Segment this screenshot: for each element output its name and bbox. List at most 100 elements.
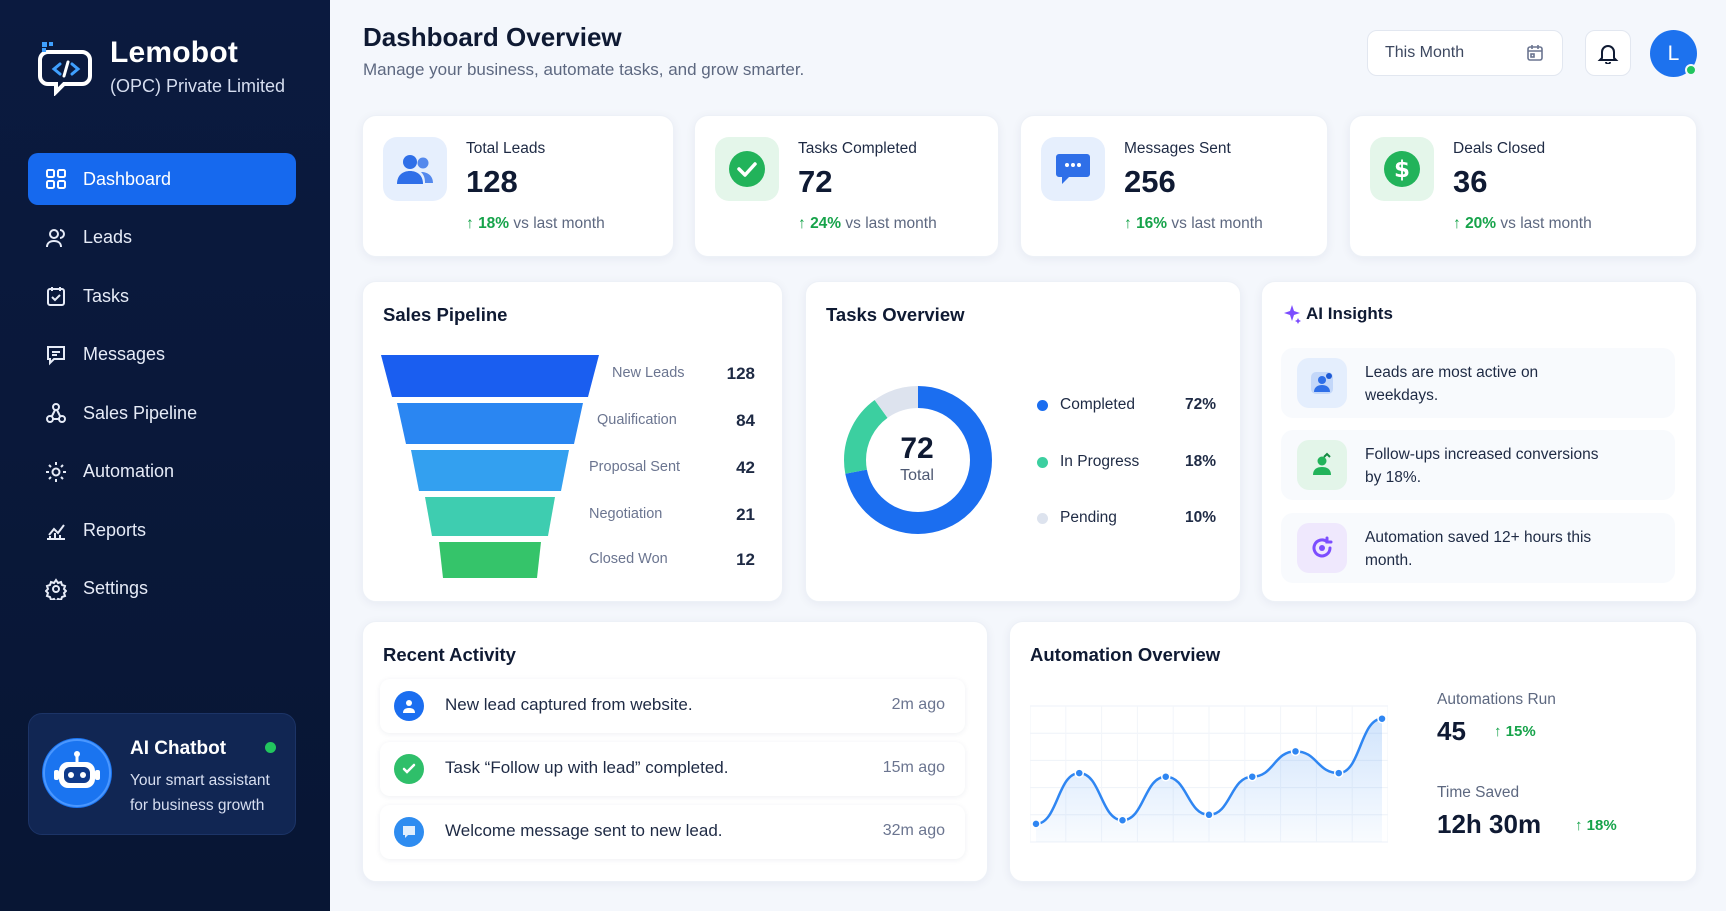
automation-overview-card: Automation Overview Automations Run 45 ↑… (1009, 621, 1697, 882)
chatbot-title: AI Chatbot (130, 738, 227, 759)
funnel-value: 12 (736, 550, 755, 569)
data-point (1334, 768, 1344, 778)
stat-delta: ↑ 20% vs last month (1453, 215, 1592, 232)
time-saved-value: 12h 30m (1437, 809, 1542, 839)
stat-card-tasks-completed[interactable]: Tasks Completed 72 ↑ 24% vs last month (694, 115, 999, 257)
funnel-stage-proposal-sent (411, 450, 569, 491)
activity-text: Task “Follow up with lead” completed. (445, 758, 729, 777)
data-point (1031, 819, 1041, 829)
legend-value: 10% (1184, 509, 1216, 526)
funnel-stage-new-leads (381, 355, 599, 397)
insight-text: Follow-ups increased conversions by 18%. (1365, 446, 1599, 486)
data-point (1247, 771, 1257, 782)
sidebar-item-label: Dashboard (83, 168, 172, 189)
sidebar-item-label: Leads (83, 227, 133, 247)
funnel-label: Qualification (597, 412, 677, 428)
pipeline-funnel (381, 355, 599, 578)
sidebar-item-leads[interactable]: Leads (28, 212, 296, 264)
chatbot-description: Your smart assistant for business growth (130, 772, 270, 814)
stat-card-total-leads[interactable]: Total Leads 128 ↑ 18% vs last month (362, 115, 674, 257)
stat-delta: ↑ 18% vs last month (466, 215, 605, 232)
insight-item[interactable]: Automation saved 12+ hours this month. (1281, 513, 1675, 583)
card-title: Sales Pipeline (383, 304, 508, 325)
sidebar-item-label: Settings (83, 578, 149, 598)
funnel-value: 84 (736, 411, 755, 430)
chat-bubble-icon (1041, 137, 1105, 201)
stat-label: Deals Closed (1453, 140, 1546, 157)
sparkle-icon (1284, 305, 1301, 324)
sidebar-item-settings[interactable]: Settings (28, 563, 296, 615)
funnel-stage-closed-won (439, 542, 541, 578)
period-selector-label: This Month (1385, 44, 1465, 61)
card-title: Tasks Overview (826, 304, 965, 325)
stat-value: 128 (466, 164, 518, 199)
ai-chatbot-card[interactable]: AI Chatbot Your smart assistant for busi… (28, 713, 296, 835)
lemobot-logo-icon (38, 38, 96, 97)
donut-total-value: 72 (900, 432, 934, 465)
pipeline-icon (46, 403, 66, 423)
insight-text: Automation saved 12+ hours this month. (1365, 529, 1592, 569)
period-selector[interactable]: This Month (1367, 30, 1563, 76)
sales-pipeline-card: Sales Pipeline New Leads Qualification P… (362, 281, 783, 602)
legend-dot-in-progress (1037, 457, 1048, 468)
sidebar-item-dashboard[interactable]: Dashboard (28, 153, 296, 205)
automations-run-delta: ↑ 15% (1494, 723, 1536, 740)
activity-text: New lead captured from website. (445, 695, 693, 714)
user-pin-icon (1297, 358, 1347, 408)
card-title: AI Insights (1306, 304, 1393, 323)
area-fill (1036, 718, 1382, 842)
sidebar-item-sales-pipeline[interactable]: Sales Pipeline (28, 387, 296, 439)
time-saved-label: Time Saved (1437, 784, 1520, 801)
funnel-value: 21 (736, 505, 755, 524)
sidebar: Lemobot (OPC) Private Limited Dashboard … (0, 0, 330, 911)
activity-item[interactable]: Welcome message sent to new lead. 32m ag… (380, 805, 965, 859)
stat-label: Tasks Completed (798, 140, 917, 157)
legend-label: Completed (1060, 396, 1135, 413)
funnel-label: New Leads (612, 365, 685, 381)
tasks-overview-card: Tasks Overview Completed 72% In Progress… (805, 281, 1241, 602)
activity-time: 2m ago (891, 696, 945, 713)
funnel-label: Negotiation (589, 506, 663, 522)
settings-icon (45, 577, 67, 600)
reports-icon (47, 524, 65, 540)
notifications-button[interactable] (1585, 30, 1631, 76)
avatar-online-dot (1685, 64, 1697, 76)
data-point (1117, 815, 1128, 825)
calendar-icon (1527, 45, 1543, 61)
user-icon (394, 691, 424, 721)
funnel-value: 42 (736, 458, 755, 477)
activity-text: Welcome message sent to new lead. (445, 821, 723, 840)
dollar-icon: $ (1370, 137, 1434, 201)
check-circle-icon (715, 137, 779, 201)
activity-item[interactable]: New lead captured from website. 2m ago (380, 679, 965, 733)
legend-label: Pending (1060, 509, 1117, 526)
sidebar-item-label: Reports (83, 519, 147, 540)
activity-item[interactable]: Task “Follow up with lead” completed. 15… (380, 742, 965, 796)
data-point (1204, 810, 1214, 820)
donut-total-label: Total (900, 467, 934, 484)
stat-card-messages-sent[interactable]: Messages Sent 256 ↑ 16% vs last month (1020, 115, 1328, 257)
sidebar-item-messages[interactable]: Messages (28, 329, 296, 381)
funnel-label: Proposal Sent (589, 459, 681, 475)
stat-card-deals-closed[interactable]: $ Deals Closed 36 ↑ 20% vs last month (1349, 115, 1697, 257)
stat-delta: ↑ 16% vs last month (1124, 215, 1263, 232)
clipboard-check-icon (47, 287, 65, 306)
robot-icon (42, 738, 112, 808)
insight-item[interactable]: Follow-ups increased conversions by 18%. (1281, 430, 1675, 500)
sidebar-item-tasks[interactable]: Tasks (28, 270, 296, 322)
check-icon (394, 754, 424, 784)
user-avatar[interactable]: L (1650, 30, 1697, 77)
sidebar-item-automation[interactable]: Automation (28, 446, 296, 498)
sidebar-nav: Dashboard Leads Tasks Messages Sales Pip… (28, 153, 296, 621)
user-chart-icon (1297, 440, 1347, 490)
donut-segment-pending (844, 386, 992, 534)
arrow-up-icon: ↑ (466, 215, 479, 232)
sidebar-item-reports[interactable]: Reports (28, 504, 296, 556)
brand-subtitle: (OPC) Private Limited (110, 76, 286, 96)
legend-label: In Progress (1060, 453, 1140, 470)
brand[interactable]: Lemobot (OPC) Private Limited (38, 36, 285, 97)
insight-text: Leads are most active on weekdays. (1365, 364, 1539, 404)
legend-dot-completed (1037, 400, 1048, 411)
insight-item[interactable]: Leads are most active on weekdays. (1281, 348, 1675, 418)
refresh-icon (1297, 523, 1347, 573)
